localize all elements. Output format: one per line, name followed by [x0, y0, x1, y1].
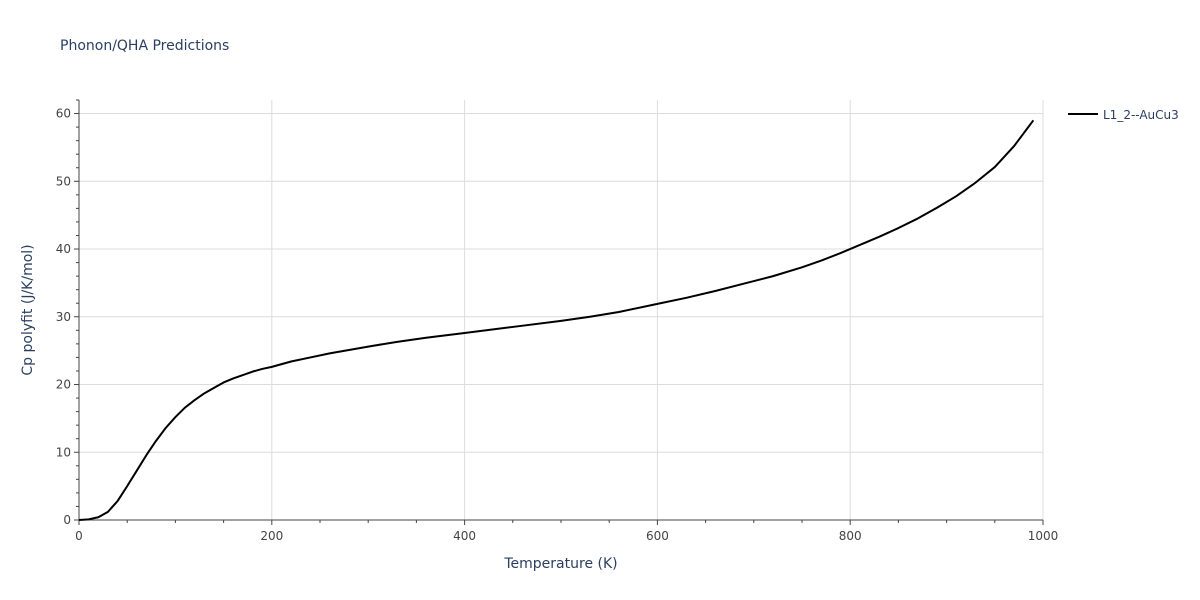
x-tick-label: 400: [453, 529, 476, 543]
x-axis-title: Temperature (K): [503, 556, 617, 572]
x-tick-label: 0: [75, 529, 83, 543]
y-tick-label: 30: [56, 310, 71, 324]
y-tick-label: 40: [56, 242, 71, 256]
y-tick-label: 60: [56, 107, 71, 121]
chart-title: Phonon/QHA Predictions: [60, 38, 229, 54]
y-axis-title: Cp polyfit (J/K/mol): [20, 244, 36, 375]
series-layer: [78, 119, 1035, 521]
grid-layer: [79, 100, 1044, 520]
y-tick-label: 0: [63, 513, 71, 527]
y-tick-label: 10: [56, 445, 71, 459]
legend-label: L1_2--AuCu3: [1103, 108, 1179, 122]
x-tick-label: 600: [646, 529, 669, 543]
y-tick-label: 20: [56, 378, 71, 392]
series-line: [78, 119, 1035, 521]
x-tick-label: 800: [839, 529, 862, 543]
axes-layer: 0 200 400 600 800 1000 0 10 20 30 40 50 60: [56, 99, 1059, 543]
legend[interactable]: L1_2--AuCu3: [1068, 108, 1179, 122]
x-tick-label: 1000: [1028, 529, 1059, 543]
x-tick-label: 200: [260, 529, 283, 543]
y-tick-label: 50: [56, 174, 71, 188]
